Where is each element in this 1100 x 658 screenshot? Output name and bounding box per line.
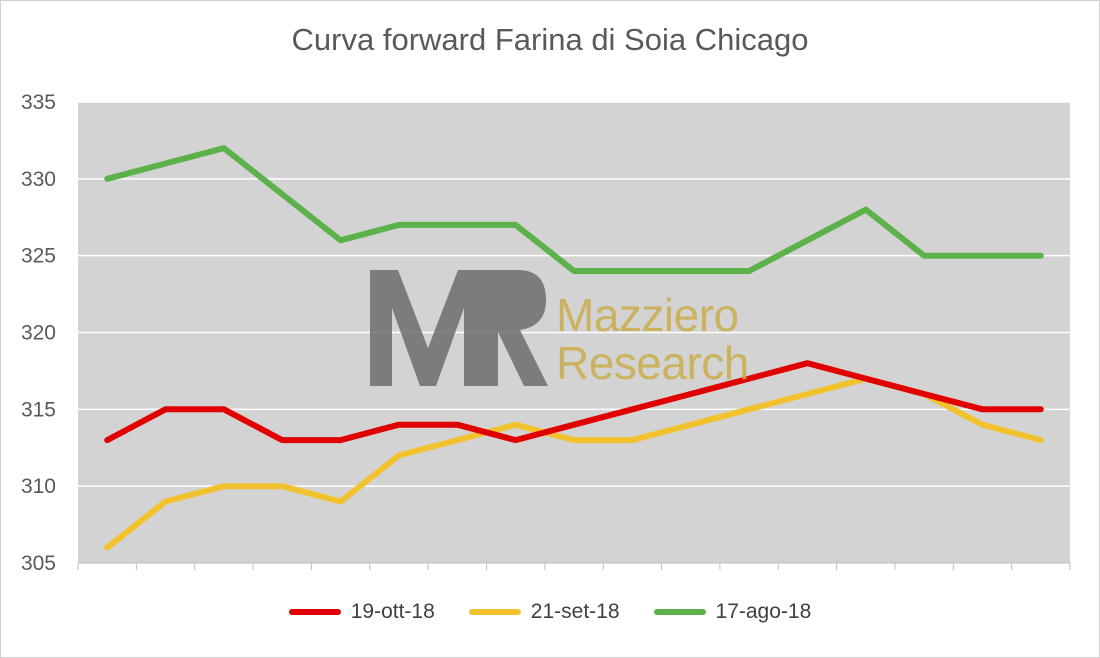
series-line-19-ott-18: [104, 360, 1044, 444]
y-tick-label: 325: [21, 245, 56, 268]
chart-legend: 19-ott-18 21-set-18 17-ago-18: [0, 600, 1100, 624]
legend-label: 17-ago-18: [715, 600, 812, 623]
y-tick-label: 310: [21, 475, 56, 498]
legend-item: 17-ago-18: [653, 600, 812, 624]
watermark-line2: Research: [556, 337, 749, 389]
y-tick-label: 315: [21, 398, 56, 421]
watermark-line1: Mazziero: [556, 289, 739, 341]
legend-swatch: [288, 609, 341, 615]
watermark: Mazziero Research: [368, 268, 798, 388]
y-tick-label: 320: [21, 322, 56, 345]
legend-label: 19-ott-18: [350, 600, 435, 623]
legend-label: 21-set-18: [530, 600, 620, 623]
y-tick-label: 330: [21, 168, 56, 191]
chart-title: Curva forward Farina di Soia Chicago: [291, 22, 809, 57]
legend-item: 19-ott-18: [288, 600, 435, 624]
mr-logo-icon: [370, 270, 548, 386]
series-line-17-ago-18: [104, 145, 1044, 274]
y-tick-label: 305: [21, 552, 56, 575]
legend-swatch: [653, 609, 706, 615]
legend-item: 21-set-18: [468, 600, 620, 624]
y-tick-label: 335: [21, 91, 56, 114]
legend-swatch: [468, 609, 521, 615]
